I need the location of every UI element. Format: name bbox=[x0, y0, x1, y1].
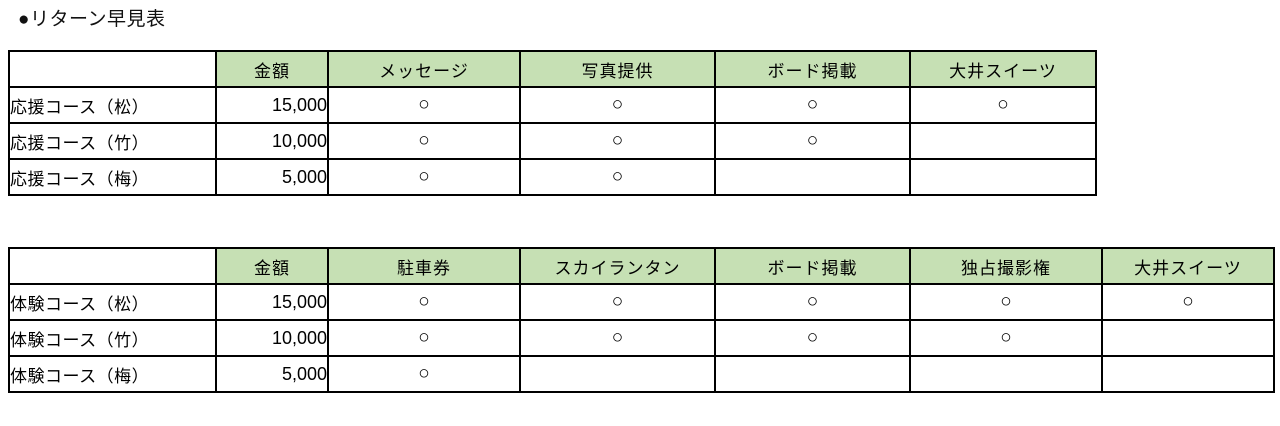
mark-cell: ○ bbox=[519, 319, 716, 357]
column-header-board: ボード掲載 bbox=[714, 50, 911, 88]
column-header-amount: 金額 bbox=[215, 50, 329, 88]
mark-cell bbox=[909, 122, 1097, 160]
column-header-photo: 写真提供 bbox=[519, 50, 716, 88]
mark-cell: ○ bbox=[714, 283, 911, 321]
column-header-exclusive-photo: 独占撮影権 bbox=[909, 247, 1103, 285]
row-label-cell: 体験コース（梅） bbox=[8, 355, 217, 393]
table-row: 応援コース（梅） 5,000 ○ ○ bbox=[8, 158, 1097, 196]
amount-cell: 15,000 bbox=[215, 86, 329, 124]
mark-cell: ○ bbox=[909, 86, 1097, 124]
mark-cell bbox=[714, 158, 911, 196]
mark-cell: ○ bbox=[519, 86, 716, 124]
table-row: 体験コース（竹） 10,000 ○ ○ ○ ○ bbox=[8, 319, 1275, 357]
section-title: ●リターン早見表 bbox=[18, 9, 166, 30]
row-label-cell: 体験コース（松） bbox=[8, 283, 217, 321]
row-label-cell: 体験コース（竹） bbox=[8, 319, 217, 357]
column-header-sweets: 大井スイーツ bbox=[1101, 247, 1275, 285]
mark-cell bbox=[1101, 319, 1275, 357]
mark-cell: ○ bbox=[519, 122, 716, 160]
mark-cell: ○ bbox=[714, 319, 911, 357]
table-row: 応援コース（松） 15,000 ○ ○ ○ ○ bbox=[8, 86, 1097, 124]
header-row: 金額 駐車券 スカイランタン ボード掲載 独占撮影権 大井スイーツ bbox=[8, 247, 1275, 285]
corner-cell bbox=[8, 247, 217, 285]
amount-cell: 15,000 bbox=[215, 283, 329, 321]
amount-cell: 5,000 bbox=[215, 158, 329, 196]
column-header-sweets: 大井スイーツ bbox=[909, 50, 1097, 88]
table-row: 体験コース（梅） 5,000 ○ bbox=[8, 355, 1275, 393]
corner-cell bbox=[8, 50, 217, 88]
return-table-experience-course: 金額 駐車券 スカイランタン ボード掲載 独占撮影権 大井スイーツ 体験コース（… bbox=[8, 247, 1275, 393]
row-label-cell: 応援コース（梅） bbox=[8, 158, 217, 196]
mark-cell bbox=[519, 355, 716, 393]
mark-cell: ○ bbox=[327, 283, 521, 321]
amount-cell: 5,000 bbox=[215, 355, 329, 393]
mark-cell: ○ bbox=[519, 283, 716, 321]
header-row: 金額 メッセージ 写真提供 ボード掲載 大井スイーツ bbox=[8, 50, 1097, 88]
mark-cell: ○ bbox=[519, 158, 716, 196]
row-label-cell: 応援コース（松） bbox=[8, 86, 217, 124]
mark-cell: ○ bbox=[327, 122, 521, 160]
column-header-message: メッセージ bbox=[327, 50, 521, 88]
mark-cell bbox=[1101, 355, 1275, 393]
mark-cell bbox=[909, 158, 1097, 196]
mark-cell: ○ bbox=[327, 86, 521, 124]
amount-cell: 10,000 bbox=[215, 319, 329, 357]
mark-cell: ○ bbox=[327, 319, 521, 357]
return-table-support-course: 金額 メッセージ 写真提供 ボード掲載 大井スイーツ 応援コース（松） 15,0… bbox=[8, 50, 1097, 196]
column-header-board: ボード掲載 bbox=[714, 247, 911, 285]
table-row: 体験コース（松） 15,000 ○ ○ ○ ○ ○ bbox=[8, 283, 1275, 321]
mark-cell bbox=[909, 355, 1103, 393]
mark-cell: ○ bbox=[714, 86, 911, 124]
mark-cell: ○ bbox=[714, 122, 911, 160]
column-header-amount: 金額 bbox=[215, 247, 329, 285]
mark-cell: ○ bbox=[909, 319, 1103, 357]
amount-cell: 10,000 bbox=[215, 122, 329, 160]
mark-cell: ○ bbox=[909, 283, 1103, 321]
column-header-parking: 駐車券 bbox=[327, 247, 521, 285]
mark-cell: ○ bbox=[327, 158, 521, 196]
mark-cell: ○ bbox=[1101, 283, 1275, 321]
table-row: 応援コース（竹） 10,000 ○ ○ ○ bbox=[8, 122, 1097, 160]
mark-cell: ○ bbox=[327, 355, 521, 393]
row-label-cell: 応援コース（竹） bbox=[8, 122, 217, 160]
mark-cell bbox=[714, 355, 911, 393]
column-header-sky-lantern: スカイランタン bbox=[519, 247, 716, 285]
